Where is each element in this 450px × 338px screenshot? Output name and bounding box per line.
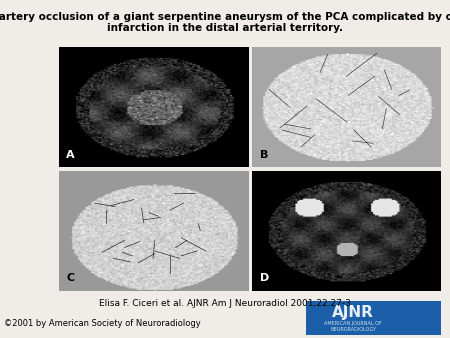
Text: Parent artery occlusion of a giant serpentine aneurysm of the PCA complicated by: Parent artery occlusion of a giant serpe… [0, 12, 450, 33]
Text: C: C [66, 273, 74, 284]
Text: AJNR: AJNR [332, 305, 374, 320]
Text: ©2001 by American Society of Neuroradiology: ©2001 by American Society of Neuroradiol… [4, 319, 201, 328]
Text: A: A [66, 150, 75, 160]
Text: Elisa F. Ciceri et al. AJNR Am J Neuroradiol 2001;22:27-3: Elisa F. Ciceri et al. AJNR Am J Neurora… [99, 299, 351, 308]
Text: B: B [260, 150, 268, 160]
Text: D: D [260, 273, 269, 284]
Text: AMERICAN JOURNAL OF
NEURORADIOLOGY: AMERICAN JOURNAL OF NEURORADIOLOGY [324, 321, 382, 332]
